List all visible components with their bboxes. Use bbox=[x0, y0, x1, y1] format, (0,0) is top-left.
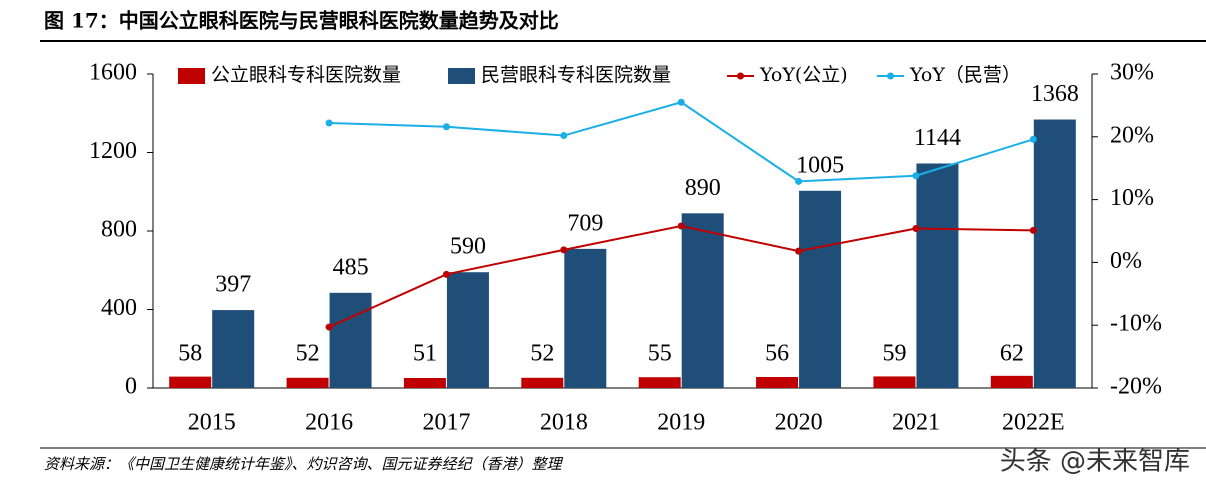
legend-label: 公立眼科专科医院数量 bbox=[211, 64, 401, 86]
x-tick-label: 2016 bbox=[305, 410, 353, 436]
value-label: 890 bbox=[685, 175, 721, 201]
legend-swatch bbox=[887, 72, 894, 80]
legend-label: YoY(公立) bbox=[759, 64, 848, 86]
bar bbox=[286, 377, 329, 388]
value-label: 1368 bbox=[1031, 81, 1079, 107]
source: 资料来源：《中国卫生健康统计年鉴》、灼识咨询、国元证券经纪（香港）整理 bbox=[44, 455, 564, 473]
point bbox=[442, 123, 450, 131]
value-label: 1005 bbox=[796, 152, 844, 178]
bar bbox=[681, 213, 724, 388]
legend-swatch bbox=[737, 72, 744, 80]
point bbox=[325, 119, 333, 127]
y2-tick-label: 20% bbox=[1110, 122, 1154, 148]
point bbox=[912, 224, 920, 232]
bar bbox=[799, 190, 842, 388]
value-label: 397 bbox=[215, 272, 251, 298]
point bbox=[1029, 226, 1037, 234]
x-tick-label: 2020 bbox=[775, 410, 823, 436]
point bbox=[912, 172, 920, 180]
x-tick-label: 2015 bbox=[188, 410, 236, 436]
value-label: 1144 bbox=[914, 125, 961, 151]
value-label: 52 bbox=[530, 341, 554, 367]
value-label: 56 bbox=[765, 341, 789, 367]
legend-swatch bbox=[178, 68, 205, 84]
bar bbox=[521, 377, 564, 388]
bar bbox=[564, 248, 607, 388]
chart-title: 图 17：中国公立眼科医院与民营眼科医院数量趋势及对比 bbox=[44, 9, 559, 33]
value-label: 52 bbox=[296, 341, 320, 367]
y2-tick-label: 10% bbox=[1110, 185, 1154, 211]
y-tick-label: 0 bbox=[125, 374, 137, 400]
y2-tick-label: -20% bbox=[1110, 374, 1162, 400]
bar bbox=[1033, 119, 1076, 388]
y-tick-label: 800 bbox=[101, 217, 137, 243]
x-tick-label: 2019 bbox=[657, 410, 705, 436]
bar bbox=[638, 377, 681, 388]
y2-tick-label: 0% bbox=[1110, 248, 1142, 274]
point bbox=[560, 246, 568, 254]
value-label: 59 bbox=[882, 341, 906, 367]
point bbox=[795, 177, 803, 185]
value-label: 485 bbox=[333, 254, 369, 280]
point bbox=[795, 247, 803, 255]
y-tick-label: 400 bbox=[101, 295, 137, 321]
value-label: 709 bbox=[567, 210, 603, 236]
legend-label: 民营眼科专科医院数量 bbox=[481, 64, 671, 86]
bar bbox=[169, 376, 212, 388]
value-label: 62 bbox=[1000, 341, 1024, 367]
value-label: 590 bbox=[450, 234, 486, 260]
point bbox=[677, 98, 685, 106]
point bbox=[677, 222, 685, 230]
y2-tick-label: -10% bbox=[1110, 311, 1162, 337]
bar bbox=[212, 310, 255, 388]
bar bbox=[756, 377, 799, 388]
point bbox=[325, 323, 333, 331]
x-tick-label: 2022E bbox=[1002, 410, 1065, 436]
legend-label: YoY（民营） bbox=[909, 64, 1021, 86]
point bbox=[442, 270, 450, 278]
value-label: 51 bbox=[413, 341, 437, 367]
value-label: 58 bbox=[178, 341, 202, 367]
bar bbox=[990, 375, 1033, 388]
point bbox=[560, 132, 568, 140]
watermark: 头条 @未来智库 bbox=[1000, 447, 1190, 477]
y-tick-label: 1200 bbox=[89, 138, 137, 164]
y-tick-label: 1600 bbox=[89, 60, 137, 86]
bar bbox=[916, 163, 959, 388]
legend-swatch bbox=[448, 68, 475, 84]
point bbox=[1029, 135, 1037, 143]
x-tick-label: 2017 bbox=[422, 410, 470, 436]
x-tick-label: 2021 bbox=[892, 410, 940, 436]
bar bbox=[446, 272, 489, 388]
bar bbox=[403, 377, 446, 388]
value-label: 55 bbox=[648, 341, 672, 367]
x-tick-label: 2018 bbox=[540, 410, 588, 436]
bar bbox=[873, 376, 916, 388]
bar bbox=[329, 292, 372, 388]
y2-tick-label: 30% bbox=[1110, 60, 1154, 86]
